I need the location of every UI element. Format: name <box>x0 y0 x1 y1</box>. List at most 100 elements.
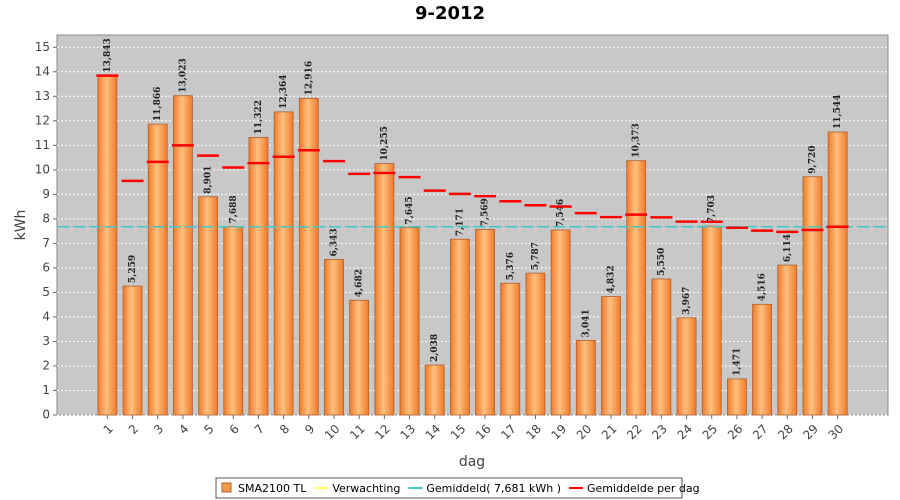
bar <box>500 282 521 416</box>
chart-title: 9-2012 <box>415 3 485 24</box>
bar <box>550 229 571 416</box>
x-tick-label: 11 <box>347 422 368 443</box>
bar <box>298 97 319 416</box>
legend-label: SMA2100 TL <box>238 482 307 495</box>
value-label: 9,720 <box>808 146 818 174</box>
y-tick-label: 5 <box>42 285 50 299</box>
x-tick-label: 22 <box>624 422 645 443</box>
x-tick-label: 21 <box>599 422 620 443</box>
x-tick-label: 10 <box>322 422 343 443</box>
value-label: 1,471 <box>732 348 742 376</box>
x-tick-label: 17 <box>498 422 519 443</box>
bar <box>399 227 420 416</box>
x-tick-label: 16 <box>473 422 494 443</box>
x-tick-label: 24 <box>674 422 695 443</box>
bar <box>626 160 647 416</box>
value-label: 8,901 <box>204 166 214 194</box>
x-tick-label: 9 <box>302 422 317 437</box>
value-label: 11,322 <box>254 100 264 134</box>
bar <box>651 278 672 416</box>
x-tick-label: 3 <box>151 422 166 437</box>
value-label: 11,544 <box>833 95 843 129</box>
bar <box>475 229 495 416</box>
y-tick-label: 8 <box>42 211 50 225</box>
bar <box>97 75 118 416</box>
y-tick-label: 15 <box>35 40 50 54</box>
bar <box>752 303 772 416</box>
value-label: 3,967 <box>682 287 692 315</box>
value-label: 5,550 <box>657 248 667 276</box>
bar <box>575 340 596 416</box>
value-label: 10,373 <box>632 123 642 157</box>
y-tick-label: 0 <box>42 408 50 422</box>
bar <box>676 317 697 416</box>
value-label: 12,916 <box>304 61 314 95</box>
bar <box>701 225 722 416</box>
y-tick-label: 2 <box>42 358 50 372</box>
x-axis-label: dag <box>459 454 485 470</box>
value-label: 11,866 <box>153 87 163 121</box>
x-tick-label: 19 <box>549 422 570 443</box>
y-tick-label: 6 <box>42 260 50 274</box>
bar <box>147 123 168 416</box>
x-tick-label: 20 <box>574 422 595 443</box>
value-label: 5,376 <box>506 252 516 280</box>
y-tick-label: 11 <box>35 138 50 152</box>
value-label: 7,688 <box>229 195 239 223</box>
x-tick-label: 15 <box>448 422 469 443</box>
value-label: 4,516 <box>758 273 768 301</box>
x-tick-label: 23 <box>649 422 670 443</box>
value-label: 7,546 <box>556 199 566 227</box>
bar <box>802 176 823 416</box>
x-tick-label: 8 <box>277 422 292 437</box>
legend-label: Verwachting <box>332 482 400 495</box>
x-tick-label: 1 <box>101 422 116 437</box>
x-tick-label: 26 <box>725 422 746 443</box>
bar <box>248 137 269 416</box>
y-tick-label: 13 <box>35 89 50 103</box>
value-label: 12,364 <box>279 74 289 108</box>
value-label: 7,645 <box>405 196 415 224</box>
y-tick-label: 14 <box>35 64 50 78</box>
value-label: 7,171 <box>455 208 465 236</box>
bar <box>450 238 470 416</box>
y-tick-label: 12 <box>35 113 50 127</box>
y-tick-label: 1 <box>42 383 50 397</box>
value-label: 5,787 <box>531 242 541 270</box>
y-axis-label: kWh <box>13 210 29 241</box>
y-tick-label: 9 <box>42 187 50 201</box>
bar <box>122 285 143 416</box>
value-label: 3,041 <box>581 309 591 337</box>
y-tick-label: 7 <box>42 236 50 250</box>
value-label: 4,682 <box>355 269 365 297</box>
bar <box>827 131 848 416</box>
value-label: 5,259 <box>128 255 138 283</box>
value-label: 7,703 <box>707 195 717 223</box>
bar <box>223 226 244 416</box>
value-label: 2,038 <box>430 334 440 362</box>
y-tick-label: 4 <box>42 309 50 323</box>
legend <box>215 477 683 499</box>
legend-label: Gemiddeld( 7,681 kWh ) <box>426 482 561 495</box>
plot-area <box>56 34 889 416</box>
x-tick-label: 7 <box>252 422 267 437</box>
value-label: 10,255 <box>380 126 390 160</box>
y-tick-label: 3 <box>42 334 50 348</box>
bar <box>424 364 445 416</box>
value-label: 13,023 <box>178 58 188 92</box>
value-label: 6,114 <box>783 234 793 262</box>
x-tick-label: 18 <box>523 422 544 443</box>
value-label: 7,569 <box>481 198 491 226</box>
y-tick-label: 10 <box>35 162 50 176</box>
bar <box>374 163 395 416</box>
x-tick-label: 6 <box>227 422 242 437</box>
bar <box>525 272 546 416</box>
bar <box>173 95 193 416</box>
value-label: 4,832 <box>607 265 617 293</box>
bar <box>198 196 218 416</box>
value-label: 13,843 <box>103 38 113 72</box>
bar <box>324 259 344 416</box>
bar <box>273 111 294 416</box>
x-tick-label: 14 <box>423 422 444 443</box>
